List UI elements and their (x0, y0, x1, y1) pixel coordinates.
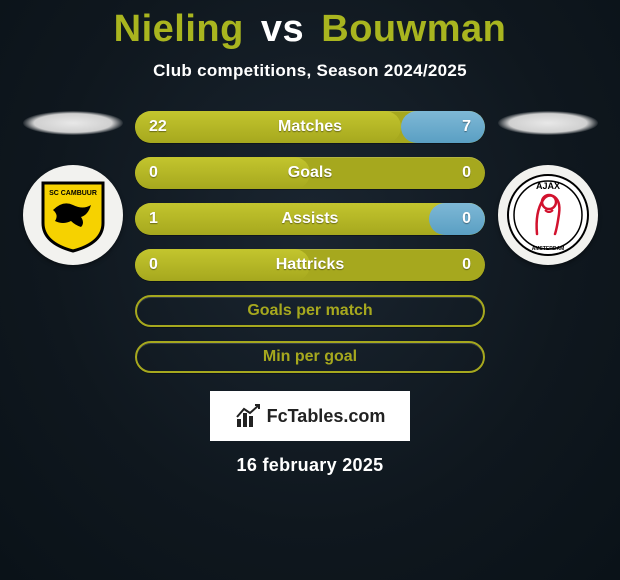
stat-label: Min per goal (137, 343, 483, 371)
date-text: 16 february 2025 (0, 455, 620, 476)
cambuur-crest-icon: SC CAMBUUR (33, 175, 113, 255)
player-shadow-right (498, 111, 598, 135)
crest-left: SC CAMBUUR (23, 165, 123, 265)
stat-bars: 227Matches 00Goals 10Assists 00Hattricks Goa… (135, 111, 485, 373)
stat-label: Goals (135, 157, 485, 189)
comparison-title: Nieling vs Bouwman (0, 0, 620, 51)
branding-text: FcTables.com (267, 406, 386, 427)
vs-text: vs (261, 8, 304, 50)
ajax-crest-icon: AJAX AMSTERDAM (505, 172, 591, 258)
svg-text:AMSTERDAM: AMSTERDAM (531, 246, 564, 252)
right-side: AJAX AMSTERDAM (495, 111, 600, 265)
player-shadow-left (23, 111, 123, 135)
player2-name: Bouwman (321, 8, 506, 50)
svg-text:AJAX: AJAX (535, 181, 559, 191)
branding-box: FcTables.com (210, 391, 410, 441)
stat-bar: Min per goal (135, 341, 485, 373)
stat-bar: 00Goals (135, 157, 485, 189)
stat-label: Matches (135, 111, 485, 143)
subtitle: Club competitions, Season 2024/2025 (0, 61, 620, 81)
stat-bar: Goals per match (135, 295, 485, 327)
svg-text:SC CAMBUUR: SC CAMBUUR (49, 190, 97, 197)
stat-label: Assists (135, 203, 485, 235)
stat-bar: 10Assists (135, 203, 485, 235)
stat-label: Goals per match (137, 297, 483, 325)
fctables-logo-icon (235, 403, 261, 429)
stat-label: Hattricks (135, 249, 485, 281)
main-layout: SC CAMBUUR 227Matches 00Goals 10Assists 00H… (0, 111, 620, 373)
player1-name: Nieling (114, 8, 244, 50)
left-side: SC CAMBUUR (20, 111, 125, 265)
crest-right: AJAX AMSTERDAM (498, 165, 598, 265)
stat-bar: 227Matches (135, 111, 485, 143)
stat-bar: 00Hattricks (135, 249, 485, 281)
